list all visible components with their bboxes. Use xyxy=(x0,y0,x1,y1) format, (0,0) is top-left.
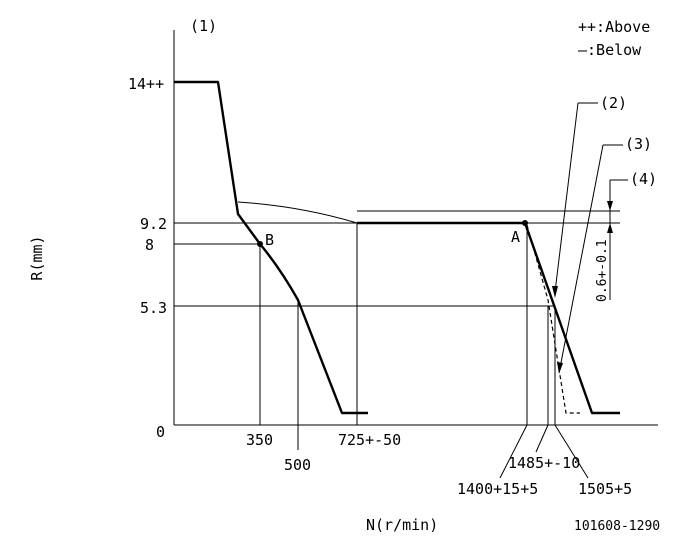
x-axis-label: N(r/min) xyxy=(366,516,438,534)
x-tick-1485: 1485+-10 xyxy=(508,454,580,472)
callout-2-arrow xyxy=(552,286,558,298)
callout-3-arrow xyxy=(557,362,563,374)
y-tick-9-2: 9.2 xyxy=(140,215,167,233)
x-tick-1485-leader xyxy=(535,424,549,453)
legend-above: ++:Above xyxy=(578,18,650,36)
legend-below: —:Below xyxy=(578,41,642,59)
x-tick-500: 500 xyxy=(284,456,311,474)
callout-2-leader xyxy=(554,102,579,293)
callout-3: (3) xyxy=(625,135,652,153)
y-tick-8: 8 xyxy=(145,236,154,254)
full-load-curve xyxy=(174,80,368,415)
point-a-marker xyxy=(522,220,528,226)
callout-4-arrow-top xyxy=(607,201,613,211)
point-b-marker xyxy=(257,241,263,247)
tolerance-label: 0.6+-0.1 xyxy=(595,239,610,302)
y-axis-label: R(mm) xyxy=(28,235,46,280)
tolerance-curve xyxy=(526,224,580,414)
x-tick-1505: 1505+5 xyxy=(578,480,632,498)
ref-label-1: (1) xyxy=(190,17,217,35)
y-tick-14: 14++ xyxy=(128,75,164,93)
point-b-label: B xyxy=(265,231,274,249)
y-tick-0: 0 xyxy=(156,423,165,441)
callout-3-leader xyxy=(559,144,604,369)
governor-curve xyxy=(357,221,620,415)
x-tick-350: 350 xyxy=(246,431,273,449)
y-tick-5-3: 5.3 xyxy=(140,299,167,317)
point-a-label: A xyxy=(511,228,520,246)
x-tick-1400: 1400+15+5 xyxy=(457,480,538,498)
x-tick-1505-leader xyxy=(554,424,589,479)
callout-4-arrow-bottom xyxy=(607,223,613,233)
upper-idle-curve xyxy=(237,201,358,224)
x-tick-1400-leader xyxy=(499,424,528,479)
x-tick-725: 725+-50 xyxy=(338,431,401,449)
callout-2: (2) xyxy=(600,94,627,112)
diagram-code: 101608-1290 xyxy=(574,519,660,534)
callout-4: (4) xyxy=(630,170,657,188)
